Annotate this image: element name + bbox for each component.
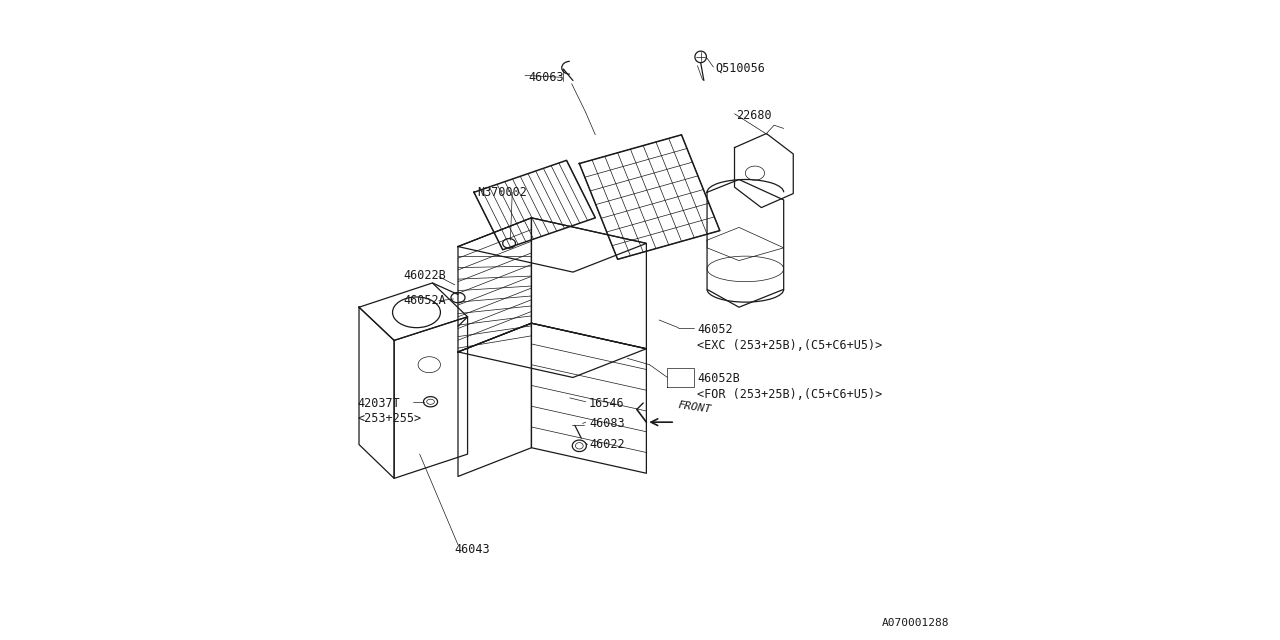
Text: A070001288: A070001288 <box>882 618 950 628</box>
Text: 46063: 46063 <box>529 71 564 84</box>
Text: <EXC (253+25B),(C5+C6+U5)>: <EXC (253+25B),(C5+C6+U5)> <box>698 339 883 352</box>
Text: FRONT: FRONT <box>677 400 712 415</box>
Text: 22680: 22680 <box>736 109 772 122</box>
Text: 46052A: 46052A <box>403 294 447 307</box>
Text: 46022: 46022 <box>589 438 625 451</box>
Text: 42037T: 42037T <box>357 397 401 410</box>
Text: 46052: 46052 <box>698 323 733 336</box>
Text: 46052B: 46052B <box>698 372 740 385</box>
Text: 46083: 46083 <box>589 417 625 430</box>
Text: Q510056: Q510056 <box>716 61 765 74</box>
Text: 16546: 16546 <box>589 397 625 410</box>
Text: <253+255>: <253+255> <box>357 413 422 426</box>
Text: 46022B: 46022B <box>403 269 447 282</box>
Text: <FOR (253+25B),(C5+C6+U5)>: <FOR (253+25B),(C5+C6+U5)> <box>698 388 883 401</box>
Text: 46043: 46043 <box>454 543 490 556</box>
Text: N370002: N370002 <box>477 186 527 199</box>
